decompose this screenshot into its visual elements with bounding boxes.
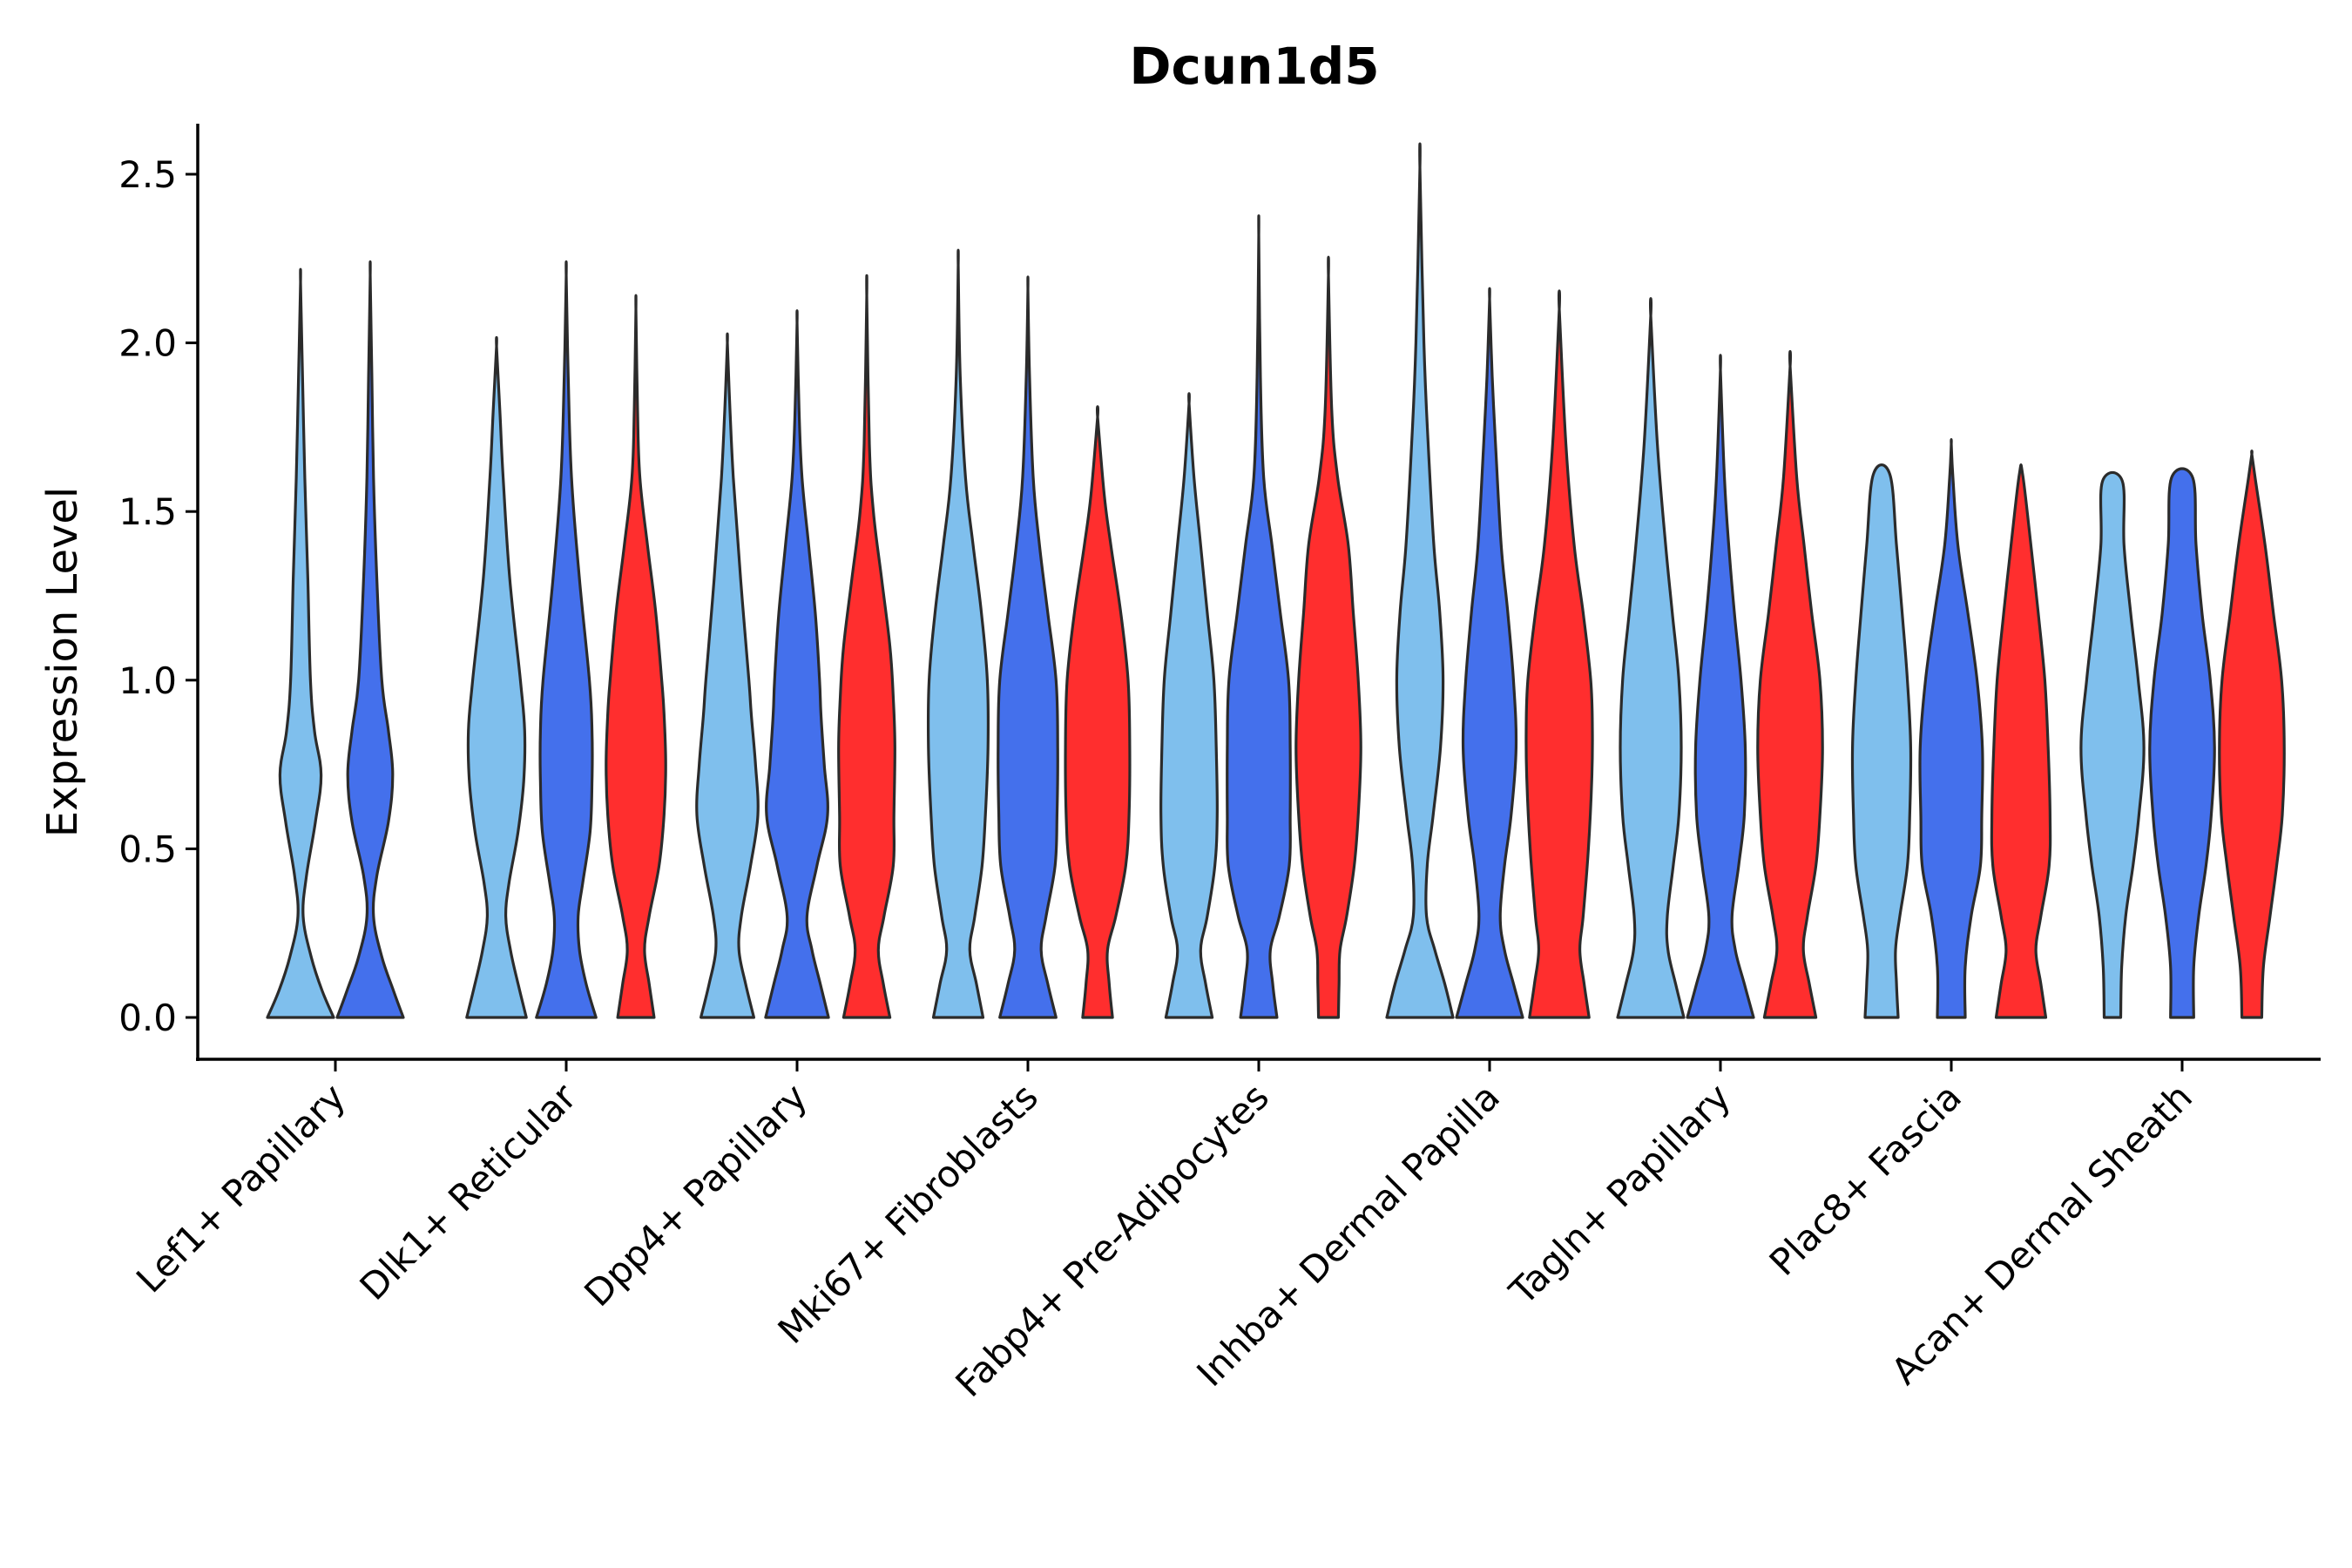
x-tick-label: Lef1+ Papillary — [128, 1075, 354, 1301]
violin-dlk1-reticular-group1 — [465, 335, 528, 1019]
violin-inhba-dermal-papilla-group3 — [1524, 289, 1594, 1019]
x-tick-label: Mki67+ Fibroblasts — [770, 1075, 1046, 1351]
y-tick-label: 2.0 — [118, 322, 177, 365]
x-tick-label: Tagln+ Papillary — [1501, 1075, 1739, 1313]
y-tick-label: 1.5 — [118, 490, 177, 533]
y-tick-label: 1.0 — [118, 659, 177, 702]
violin-dpp4-papillary-group3 — [837, 274, 896, 1019]
y-axis-label: Expression Level — [38, 487, 87, 838]
x-tick-label: Plac8+ Fascia — [1761, 1075, 1970, 1283]
violin-fabp4-pre-adipocytes-group1 — [1159, 392, 1219, 1019]
violins-group — [266, 142, 2286, 1019]
chart-title: Dcun1d5 — [1129, 37, 1379, 96]
y-ticks-group: 0.0 0.5 1.0 1.5 2.0 2.5 — [118, 153, 198, 1039]
violin-dpp4-papillary-group2 — [764, 309, 830, 1019]
violin-tagln-papillary-group2 — [1686, 354, 1755, 1019]
violin-fabp4-pre-adipocytes-group3 — [1294, 255, 1362, 1019]
y-tick-label: 0.5 — [118, 828, 177, 870]
violin-dlk1-reticular-group3 — [605, 294, 667, 1019]
violin-plac8-fascia-group2 — [1918, 437, 1984, 1019]
violin-mki67-fibroblasts-group3 — [1064, 405, 1132, 1019]
y-tick-label: 2.5 — [118, 153, 177, 196]
violin-plac8-fascia-group1 — [1850, 463, 1913, 1019]
violin-acan-dermal-sheath-group1 — [2079, 470, 2146, 1019]
violin-tagln-papillary-group1 — [1616, 297, 1686, 1019]
y-tick-label: 0.0 — [118, 997, 177, 1039]
violin-inhba-dermal-papilla-group2 — [1455, 287, 1524, 1019]
violin-inhba-dermal-papilla-group1 — [1385, 142, 1455, 1019]
violin-acan-dermal-sheath-group3 — [2218, 449, 2286, 1019]
violin-acan-dermal-sheath-group2 — [2148, 467, 2216, 1019]
violin-fabp4-pre-adipocytes-group2 — [1226, 214, 1292, 1019]
violin-mki67-fibroblasts-group2 — [997, 275, 1059, 1019]
violin-mki67-fibroblasts-group1 — [926, 248, 990, 1019]
violin-dpp4-papillary-group1 — [695, 332, 760, 1019]
violin-tagln-papillary-group3 — [1756, 349, 1824, 1019]
violin-plac8-fascia-group3 — [1990, 463, 2052, 1019]
x-tick-label: Dlk1+ Reticular — [352, 1075, 585, 1308]
violin-lef1-papillary-group1 — [266, 267, 335, 1019]
violin-dlk1-reticular-group2 — [535, 260, 598, 1019]
x-tick-label: Dpp4+ Papillary — [576, 1075, 815, 1315]
violin-lef1-papillary-group2 — [335, 260, 405, 1019]
